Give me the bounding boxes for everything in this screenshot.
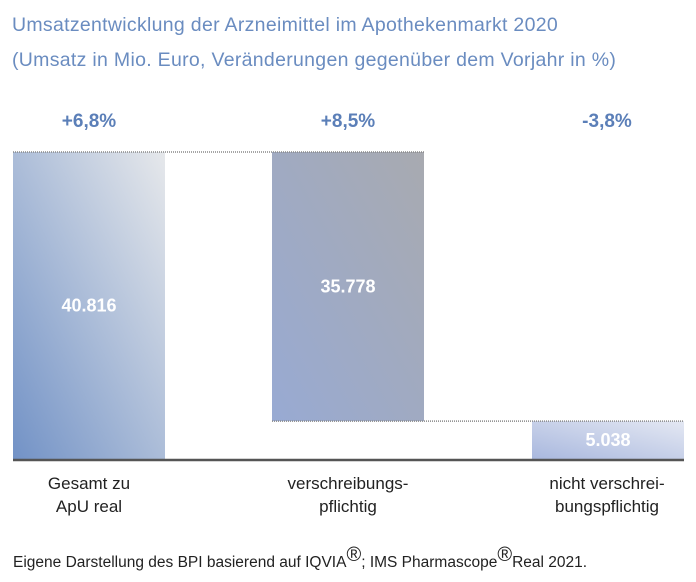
registered-mark: ® xyxy=(346,544,362,566)
category-label-1: verschreibungs-pflichtig xyxy=(287,474,409,516)
category-label-0: Gesamt zu ApU real xyxy=(47,474,131,516)
source-note: Eigene Darstellung des BPI basierend auf… xyxy=(13,544,587,572)
bar-2 xyxy=(532,421,684,459)
value-label-2: 5.038 xyxy=(585,430,630,450)
chart-title: Umsatzentwicklung der Arzneimittel im Ap… xyxy=(12,14,559,36)
source-text-2: ; IMS Pharmascope xyxy=(361,554,498,571)
bar-1 xyxy=(272,152,424,422)
change-label-1: +8,5% xyxy=(320,111,376,132)
source-text-1: Eigene Darstellung des BPI basierend auf… xyxy=(13,554,347,571)
chart-subtitle: (Umsatz in Mio. Euro, Veränderungen gege… xyxy=(12,49,617,71)
value-label-1: 35.778 xyxy=(320,277,375,297)
change-label-2: -3,8% xyxy=(582,111,632,132)
change-label-0: +6,8% xyxy=(61,111,117,132)
source-text-3: Real 2021. xyxy=(512,554,588,571)
bar-0 xyxy=(13,152,165,459)
registered-mark: ® xyxy=(497,544,513,566)
value-label-0: 40.816 xyxy=(61,296,116,316)
category-label-2: nicht verschrei-bungspflichtig xyxy=(549,474,665,516)
